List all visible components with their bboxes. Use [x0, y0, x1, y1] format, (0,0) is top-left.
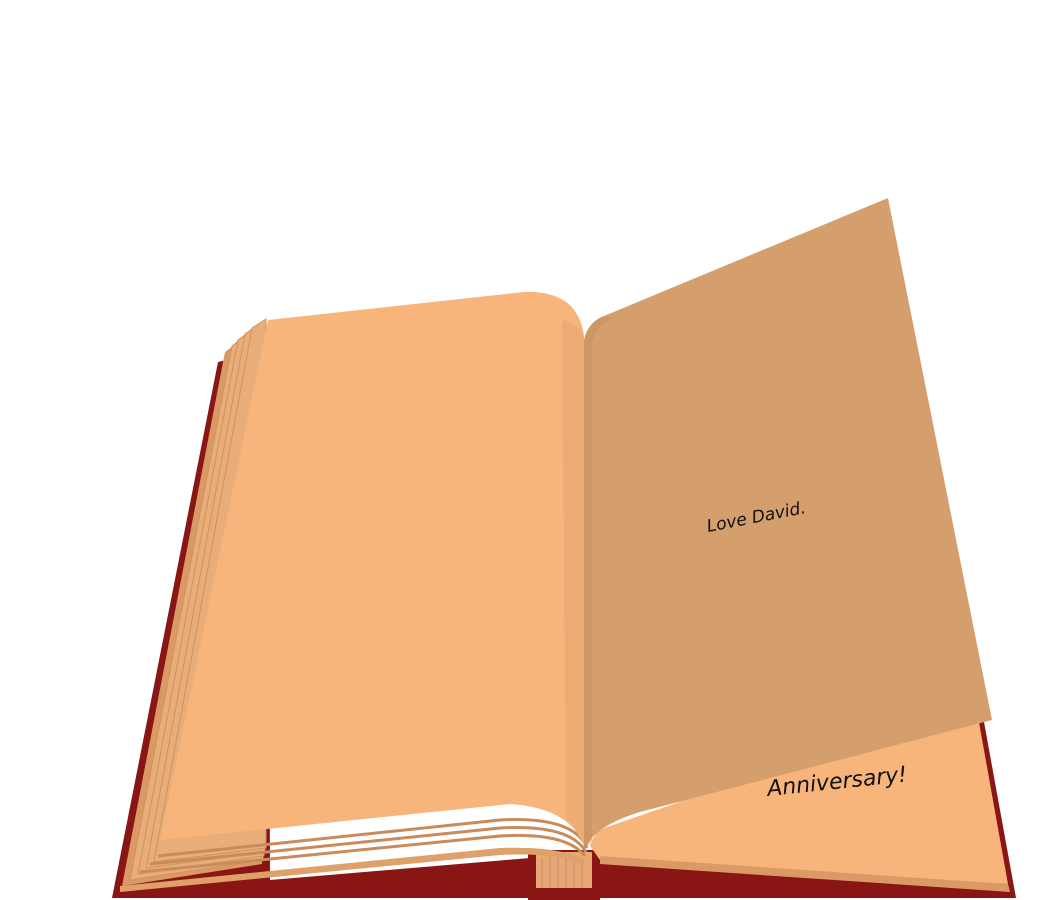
left-page: [160, 291, 584, 847]
flipping-page: Love David.: [584, 198, 992, 850]
left-page-gutter-shade: [562, 320, 584, 846]
right-page: ... Anniversary!: [590, 700, 1010, 892]
